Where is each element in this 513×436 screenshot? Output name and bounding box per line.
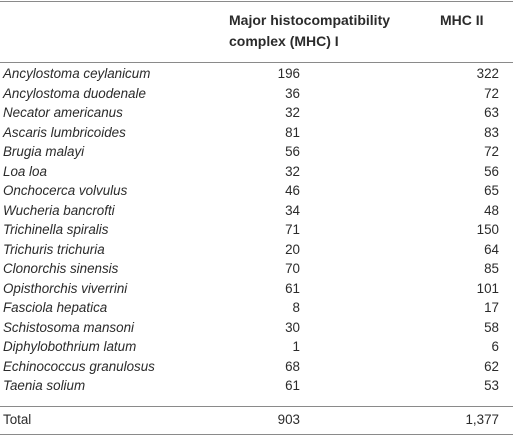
mhc1-cell: 46 — [285, 183, 300, 198]
species-cell: Clonorchis sinensis — [3, 261, 119, 276]
mhc2-cell: 17 — [484, 300, 499, 315]
table-body: Ancylostoma ceylanicum 196 322 Ancylosto… — [0, 65, 513, 397]
mhc1-cell: 36 — [285, 85, 300, 101]
mhc1-cell: 70 — [285, 261, 300, 276]
species-cell: Necator americanus — [3, 105, 123, 120]
mhc1-cell: 61 — [285, 378, 300, 393]
mhc2-cell: 58 — [484, 319, 499, 335]
mhc1-cell: 34 — [285, 202, 300, 218]
table-row: Taenia solium 61 53 — [0, 377, 513, 397]
mhc2-cell: 322 — [476, 66, 499, 81]
species-cell: Trichinella spiralis — [3, 222, 109, 237]
table-row: Ancylostoma ceylanicum 196 322 — [0, 65, 513, 85]
mhc1-cell: 71 — [285, 222, 300, 237]
species-cell: Schistosoma mansoni — [3, 319, 134, 335]
top-rule — [0, 1, 513, 2]
mhc2-cell: 72 — [484, 85, 499, 101]
mhc1-cell: 32 — [285, 105, 300, 120]
mhc2-cell: 72 — [484, 144, 499, 159]
mhc1-cell: 196 — [277, 66, 300, 81]
mhc1-cell: 68 — [285, 358, 300, 374]
species-cell: Ascaris lumbricoides — [3, 124, 126, 140]
species-cell: Fasciola hepatica — [3, 300, 108, 315]
table-row: Clonorchis sinensis 70 85 — [0, 260, 513, 280]
mhc2-cell: 83 — [484, 124, 499, 140]
table-row: Fasciola hepatica 8 17 — [0, 299, 513, 319]
header-mhc1-line1: Major histocompatibility — [229, 12, 391, 28]
species-cell: Trichuris trichuria — [3, 241, 105, 257]
table-row: Ancylostoma duodenale 36 72 — [0, 85, 513, 105]
total-row: Total 903 1,377 — [0, 412, 513, 432]
species-cell: Loa loa — [3, 163, 47, 179]
mhc2-cell: 101 — [476, 280, 499, 296]
species-cell: Echinococcus granulosus — [3, 358, 155, 374]
header-mhc1: Major histocompatibility complex (MHC) I — [229, 10, 409, 52]
table-row: Opisthorchis viverrini 61 101 — [0, 280, 513, 300]
table-row: Schistosoma mansoni 30 58 — [0, 319, 513, 339]
header-mhc2: MHC II — [440, 12, 484, 28]
mhc2-cell: 56 — [484, 163, 499, 179]
species-cell: Ancylostoma ceylanicum — [3, 66, 151, 81]
table-row: Ascaris lumbricoides 81 83 — [0, 124, 513, 144]
species-cell: Onchocerca volvulus — [3, 183, 128, 198]
mhc2-cell: 64 — [484, 241, 499, 257]
mhc1-cell: 56 — [285, 144, 300, 159]
table-row: Necator americanus 32 63 — [0, 104, 513, 124]
table-row: Trichuris trichuria 20 64 — [0, 241, 513, 261]
mhc2-cell: 65 — [484, 183, 499, 198]
mhc1-cell: 32 — [285, 163, 300, 179]
total-rule — [0, 406, 513, 407]
species-cell: Opisthorchis viverrini — [3, 280, 128, 296]
species-cell: Diphylobothrium latum — [3, 339, 137, 354]
mhc1-cell: 81 — [285, 124, 300, 140]
table-row: Diphylobothrium latum 1 6 — [0, 338, 513, 358]
table-row: Loa loa 32 56 — [0, 163, 513, 183]
table-row: Echinococcus granulosus 68 62 — [0, 358, 513, 378]
mhc1-cell: 30 — [285, 319, 300, 335]
mhc2-cell: 85 — [484, 261, 499, 276]
species-cell: Taenia solium — [3, 378, 86, 393]
mhc2-cell: 62 — [484, 358, 499, 374]
table-row: Wucheria bancrofti 34 48 — [0, 202, 513, 222]
header-rule — [0, 62, 513, 63]
total-mhc2: 1,377 — [465, 412, 499, 427]
mhc2-cell: 63 — [484, 105, 499, 120]
bottom-rule — [0, 434, 513, 435]
mhc2-cell: 53 — [484, 378, 499, 393]
mhc1-cell: 1 — [292, 339, 300, 354]
total-mhc1: 903 — [277, 412, 300, 427]
species-cell: Wucheria bancrofti — [3, 202, 115, 218]
mhc2-cell: 6 — [491, 339, 499, 354]
mhc1-cell: 61 — [285, 280, 300, 296]
mhc2-cell: 48 — [484, 202, 499, 218]
table-row: Onchocerca volvulus 46 65 — [0, 182, 513, 202]
mhc2-cell: 150 — [476, 222, 499, 237]
total-label: Total — [3, 412, 32, 427]
table-row: Brugia malayi 56 72 — [0, 143, 513, 163]
header-mhc1-line2: complex (MHC) I — [229, 33, 339, 49]
table-row: Trichinella spiralis 71 150 — [0, 221, 513, 241]
species-cell: Brugia malayi — [3, 144, 85, 159]
mhc1-cell: 20 — [285, 241, 300, 257]
mhc1-cell: 8 — [292, 300, 300, 315]
species-cell: Ancylostoma duodenale — [3, 85, 146, 101]
